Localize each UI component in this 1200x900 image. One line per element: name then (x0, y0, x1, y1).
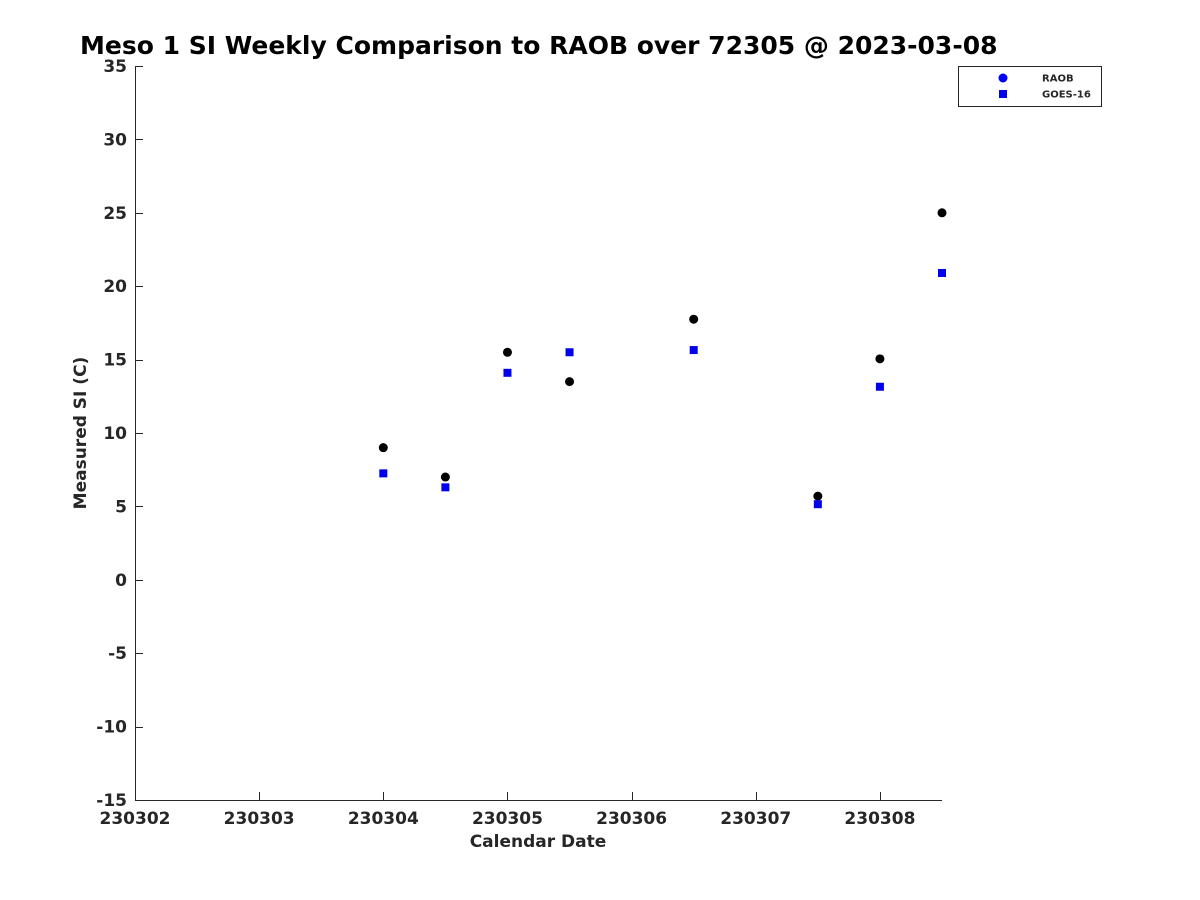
point-raob (813, 491, 823, 501)
x-tick-label: 230305 (472, 809, 543, 829)
chart-title: Meso 1 SI Weekly Comparison to RAOB over… (80, 31, 997, 60)
y-tick-label: 5 (115, 497, 127, 517)
x-ticks: 230302 230303 230304 230305 230306 230307 2303… (100, 792, 915, 829)
y-tick-label: -10 (96, 718, 127, 738)
x-tick-label: 230304 (348, 809, 419, 829)
data-points (378, 208, 947, 509)
point-goes-16 (813, 500, 822, 509)
point-raob (937, 208, 947, 218)
y-tick-label: -15 (96, 791, 127, 811)
point-goes-16 (379, 469, 388, 478)
point-raob (378, 443, 388, 453)
y-tick-label: 30 (103, 130, 127, 150)
point-raob (689, 314, 699, 324)
y-tick-label: -5 (108, 644, 127, 664)
point-goes-16 (689, 346, 698, 355)
point-goes-16 (875, 382, 884, 391)
x-tick-label: 230306 (596, 809, 667, 829)
legend-label-goes-16: GOES-16 (1042, 90, 1091, 101)
x-tick-label: 230307 (720, 809, 791, 829)
y-tick-label: 0 (115, 571, 127, 591)
y-tick-label: 20 (103, 277, 127, 297)
axes (135, 66, 942, 801)
legend-marker-raob (998, 73, 1008, 83)
y-tick-label: 10 (103, 424, 127, 444)
point-goes-16 (938, 268, 946, 277)
y-axis-label: Measured SI (C) (71, 357, 91, 510)
y-tick-label: 25 (103, 204, 127, 224)
legend-marker-goes-16 (999, 90, 1007, 98)
x-tick-label: 230303 (224, 809, 295, 829)
point-raob (565, 377, 575, 387)
x-axis-label: Calendar Date (470, 832, 607, 852)
legend: RAOB GOES-16 (958, 66, 1102, 107)
point-raob (440, 472, 450, 482)
legend-box (958, 66, 1102, 107)
y-ticks: 35 30 25 20 15 10 5 0 -5 -10 -15 (96, 57, 143, 811)
y-tick-label: 35 (103, 57, 127, 77)
legend-label-raob: RAOB (1042, 74, 1074, 85)
point-raob (875, 354, 885, 364)
x-tick-label: 230302 (100, 809, 171, 829)
y-tick-label: 15 (103, 351, 127, 371)
point-raob (502, 347, 512, 357)
point-goes-16 (441, 483, 450, 492)
point-goes-16 (565, 348, 574, 357)
x-tick-label: 230308 (844, 809, 915, 829)
point-goes-16 (503, 368, 512, 377)
